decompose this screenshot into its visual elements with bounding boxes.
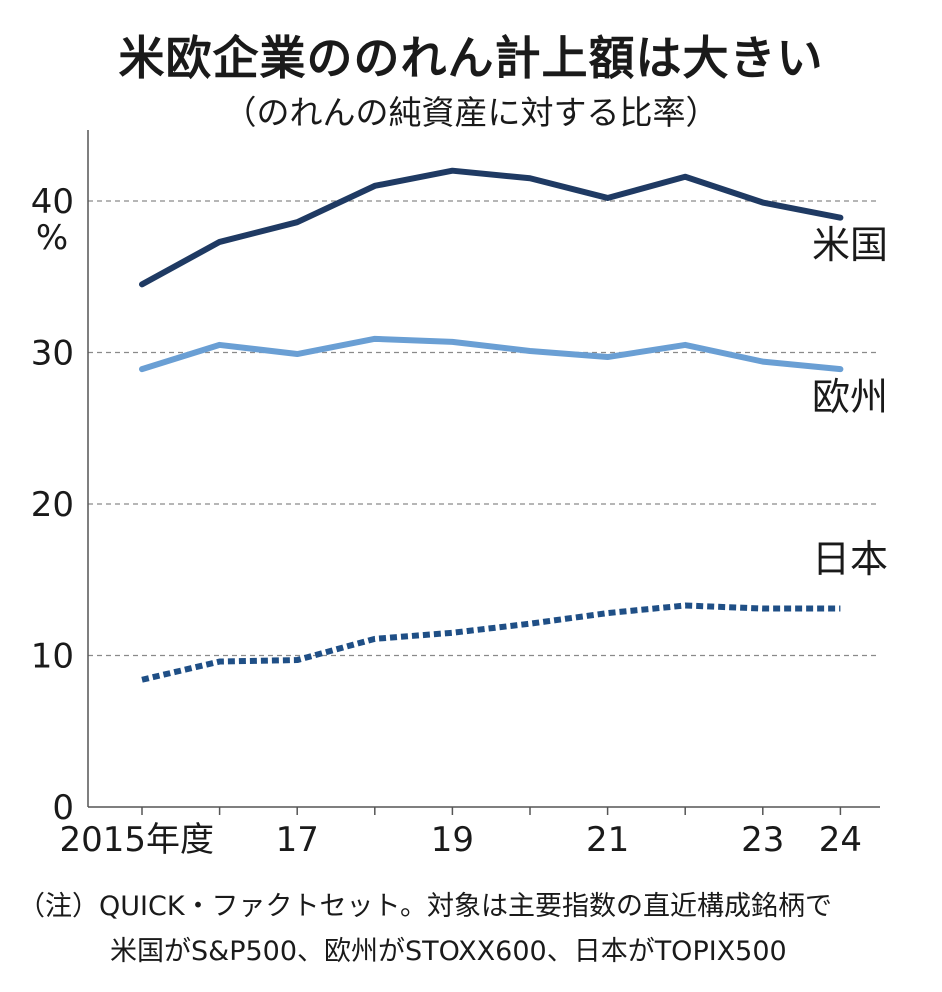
- x-tick-label-2015: 2015年度: [59, 820, 214, 860]
- chart-subtitle: （のれんの純資産に対する比率）: [223, 93, 719, 132]
- series-line-1: [139, 335, 844, 373]
- footnote: （注）QUICK・ファクトセット。対象は主要指数の直近構成銘柄で 米国がS&P5…: [18, 884, 832, 974]
- footnote-line-1: （注）QUICK・ファクトセット。対象は主要指数の直近構成銘柄で: [18, 891, 832, 922]
- chart-title: 米欧企業ののれん計上額は大きい: [118, 31, 824, 85]
- footnote-line-2: 米国がS&P500、欧州がSTOXX600、日本がTOPIX500: [110, 936, 787, 967]
- x-tick-label-2023: 23: [741, 820, 784, 860]
- x-tick-label-2021: 21: [586, 820, 629, 860]
- y-tick-label-10: 10: [31, 637, 74, 677]
- y-tick-label-20: 20: [31, 485, 74, 525]
- series-line-0: [139, 167, 844, 288]
- x-tick-label-2019: 19: [431, 820, 474, 860]
- series-line-2: [141, 602, 841, 683]
- x-tick-label-2017: 17: [276, 820, 319, 860]
- x-tick-label-2024: 24: [819, 820, 862, 860]
- series-label-2: 日本: [812, 537, 888, 581]
- y-tick-label-0: 0: [52, 788, 74, 828]
- y-tick-label-40: 40: [31, 182, 74, 222]
- y-tick-label-30: 30: [31, 334, 74, 374]
- series-label-1: 欧州: [812, 375, 888, 419]
- y-unit-label: %: [36, 218, 68, 258]
- series-label-0: 米国: [812, 223, 888, 267]
